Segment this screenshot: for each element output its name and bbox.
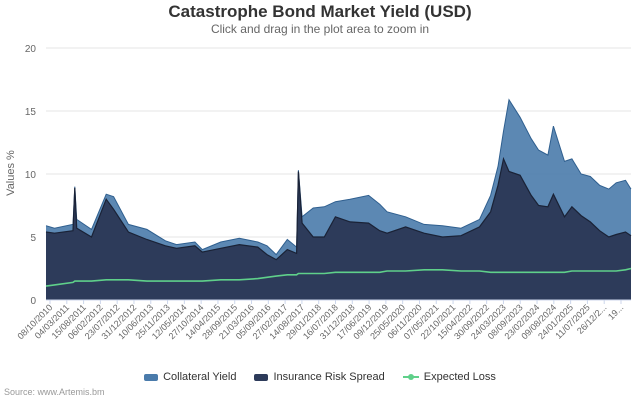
y-tick-label: 10 — [25, 170, 37, 181]
y-tick-label: 0 — [30, 296, 36, 307]
legend-swatch-collateral-yield — [144, 373, 159, 381]
legend-label-insurance-risk-spread: Insurance Risk Spread — [273, 371, 385, 383]
chart-title: Catastrophe Bond Market Yield (USD) — [168, 2, 472, 21]
chart-subtitle: Click and drag in the plot area to zoom … — [210, 22, 430, 36]
series-areas[interactable] — [45, 98, 632, 300]
series-line-insurance-risk-spread — [45, 156, 632, 261]
chart-legend: Collateral Yield Insurance Risk Spread E… — [0, 371, 640, 383]
y-axis-label: Values % — [5, 150, 17, 196]
series-line-collateral-yield — [45, 98, 632, 256]
legend-item-collateral-yield[interactable]: Collateral Yield — [144, 371, 236, 383]
legend-item-expected-loss[interactable]: Expected Loss — [402, 371, 496, 383]
y-tick-label: 15 — [25, 107, 37, 118]
y-tick-label: 5 — [30, 233, 36, 244]
legend-swatch-expected-loss — [402, 373, 419, 381]
x-tick-label: 19... — [606, 302, 625, 321]
legend-label-collateral-yield: Collateral Yield — [163, 371, 237, 383]
legend-swatch-insurance-risk-spread — [254, 373, 269, 381]
series-line-expected-loss[interactable] — [45, 267, 632, 287]
series-area-insurance-risk-spread[interactable] — [46, 158, 631, 300]
source-credit: Source: www.Artemis.bm — [4, 387, 105, 397]
legend-item-insurance-risk-spread[interactable]: Insurance Risk Spread — [254, 371, 385, 383]
y-tick-label: 20 — [25, 44, 37, 55]
legend-label-expected-loss: Expected Loss — [423, 371, 496, 383]
